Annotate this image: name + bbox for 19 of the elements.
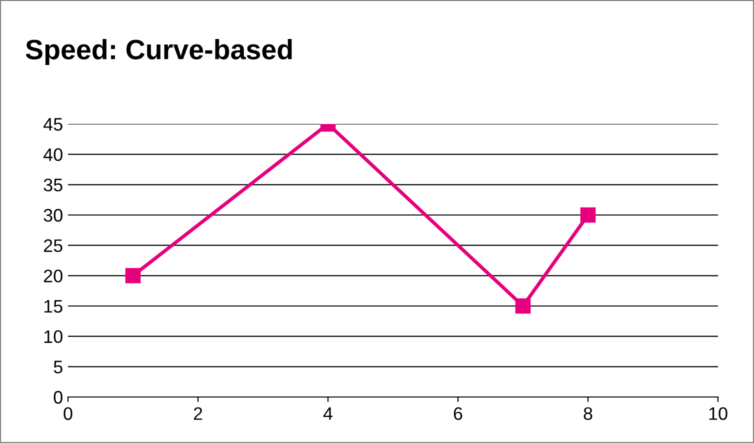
y-tick-label: 10	[44, 330, 62, 344]
point	[515, 298, 531, 314]
x-tick-label: 8	[584, 407, 592, 420]
x-tick-label: 6	[454, 407, 462, 420]
y-tick-label: 25	[44, 239, 62, 252]
y-tick-label: 35	[44, 178, 62, 192]
y-tick-label: 40	[43, 148, 62, 162]
y-tick-label: 15	[44, 300, 62, 313]
x-tick-label: 4	[323, 407, 332, 420]
y-tick-label: 45	[43, 118, 62, 131]
x-tick-label: 2	[194, 407, 202, 420]
y-tick-label: 0	[54, 390, 62, 404]
y-tick-label: 20	[44, 270, 62, 282]
point	[125, 268, 141, 284]
x-tick-label: 0	[64, 407, 72, 420]
x-tick-label: 10	[709, 407, 728, 420]
chart-title: Speed: Curve-based	[26, 39, 292, 65]
y-tick-label: 30	[44, 208, 62, 222]
y-tick-label: 5	[54, 360, 62, 374]
